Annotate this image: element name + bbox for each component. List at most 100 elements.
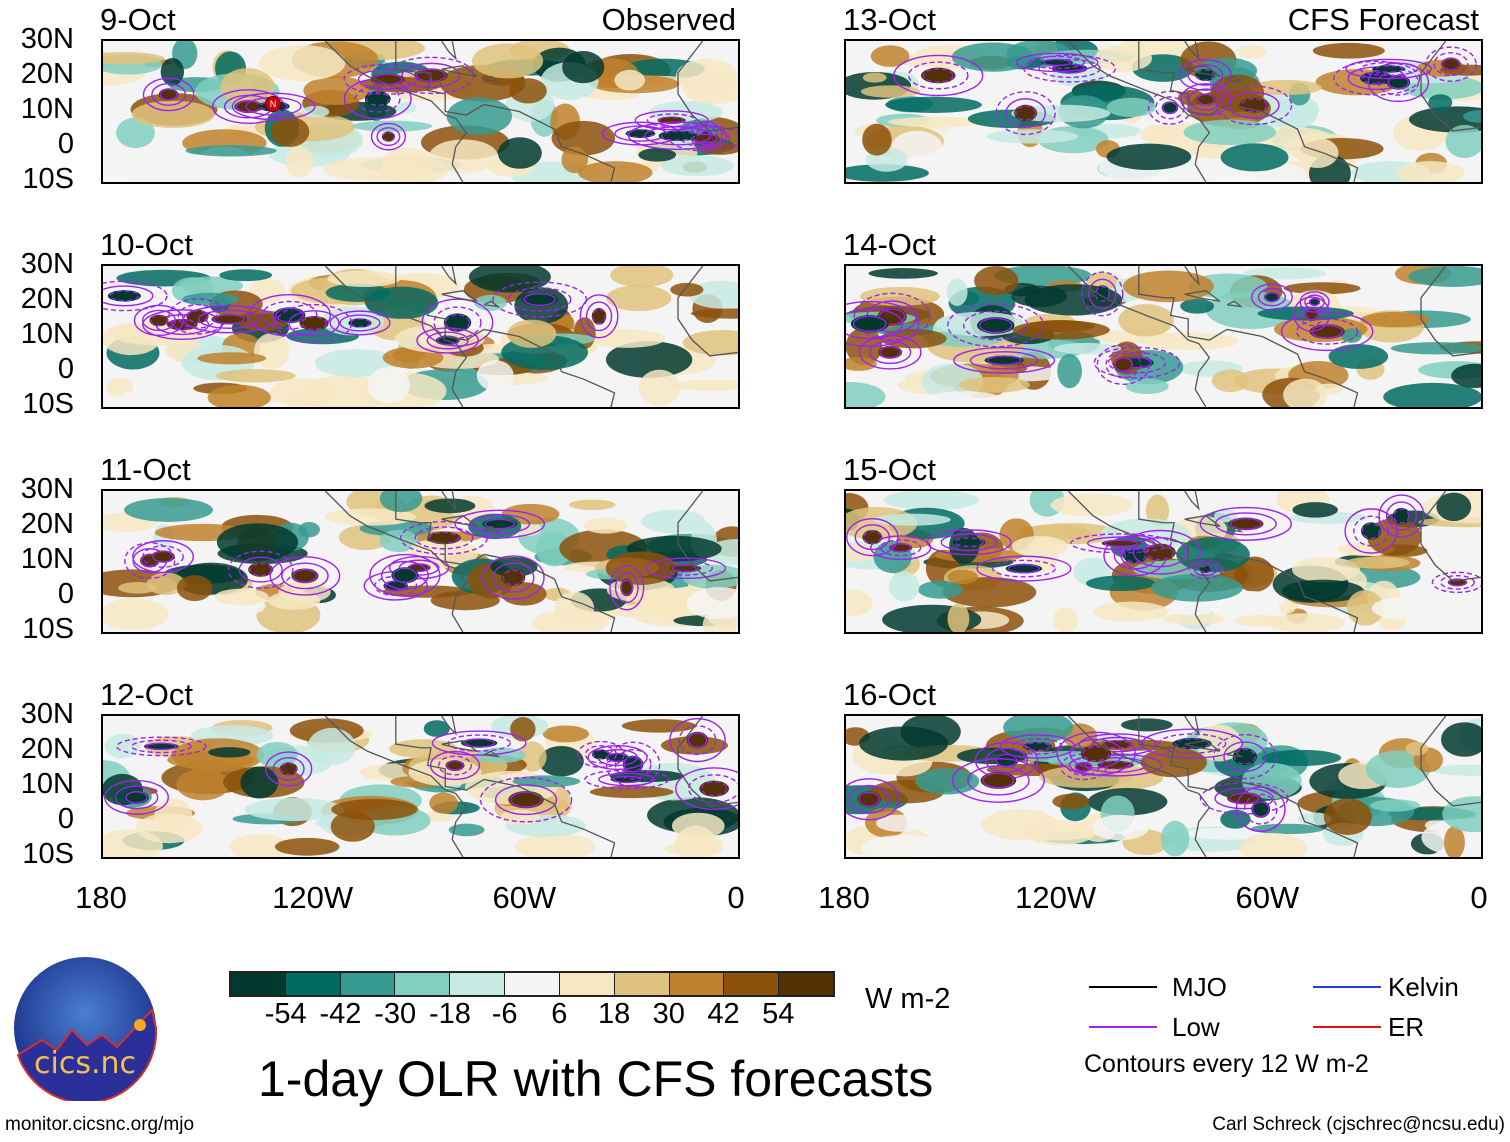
low-contour <box>1005 98 1046 129</box>
olr-anomaly-blob <box>1383 382 1481 407</box>
olr-anomaly-core <box>878 345 903 359</box>
olr-anomaly-blob <box>103 322 161 356</box>
panel-date: 13-Oct <box>843 2 937 37</box>
olr-anomaly-core <box>381 131 395 142</box>
low-contour <box>431 730 527 756</box>
olr-anomaly-blob <box>509 78 547 104</box>
legend-line-low <box>1089 1026 1157 1028</box>
low-contour <box>846 778 900 821</box>
olr-anomaly-blob <box>1057 353 1082 389</box>
low-contour <box>103 285 154 307</box>
low-contour <box>853 292 931 341</box>
lat-tick: 10N <box>20 93 74 125</box>
map-panel-14-Oct <box>844 264 1483 409</box>
olr-anomaly-core <box>1361 522 1382 540</box>
olr-anomaly-blob <box>254 332 290 370</box>
low-contour <box>592 308 607 325</box>
low-contour <box>187 309 208 323</box>
lat-tick: 10S <box>22 838 74 870</box>
low-contour <box>227 550 294 589</box>
olr-anomaly-blob <box>1106 97 1156 118</box>
olr-anomaly-blob <box>606 284 672 312</box>
olr-anomaly-blob <box>174 616 234 632</box>
olr-anomaly-blob <box>1239 832 1307 857</box>
olr-anomaly-core <box>364 91 391 107</box>
low-contour <box>880 539 922 557</box>
colorbar-swatch <box>779 973 833 995</box>
olr-anomaly-blob <box>476 360 514 391</box>
low-contour <box>433 306 482 339</box>
olr-anomaly-blob <box>1024 820 1096 846</box>
low-contour <box>609 564 645 611</box>
lat-tick: 30N <box>20 248 74 280</box>
olr-anomaly-blob <box>301 105 330 118</box>
low-contour <box>130 739 192 754</box>
olr-anomaly-core <box>1304 307 1319 321</box>
low-contour <box>1119 529 1201 575</box>
olr-anomaly-blob <box>1140 124 1180 145</box>
low-contour <box>247 293 332 337</box>
low-contour <box>1038 58 1101 79</box>
low-contour <box>1393 508 1410 524</box>
olr-anomaly-core <box>850 315 889 333</box>
low-contour <box>953 346 1056 374</box>
colorbar-label: -54 <box>264 998 307 1030</box>
olr-anomaly-blob <box>876 814 923 832</box>
cics-logo: cics.nc <box>14 957 158 1101</box>
olr-anomaly-blob <box>542 725 589 743</box>
olr-anomaly-blob <box>861 834 949 857</box>
low-contour <box>382 131 395 142</box>
colorbar-swatch <box>724 973 780 995</box>
colorbar-label: -42 <box>319 998 362 1030</box>
low-contour <box>438 755 472 776</box>
low-contour <box>159 88 178 101</box>
low-contour <box>1075 761 1092 772</box>
olr-anomaly-blob <box>1151 573 1243 602</box>
olr-anomaly-core <box>248 562 274 577</box>
olr-anomaly-blob <box>1043 168 1091 180</box>
colorbar-swatch <box>559 973 615 995</box>
olr-anomaly-blob <box>1315 383 1344 395</box>
olr-anomaly-core <box>984 355 1024 366</box>
olr-anomaly-blob <box>958 376 1030 393</box>
olr-anomaly-core <box>1005 563 1043 574</box>
olr-anomaly-blob <box>1106 143 1192 171</box>
olr-anomaly-blob <box>424 498 476 514</box>
olr-anomaly-blob <box>103 598 169 630</box>
low-contour <box>1141 728 1244 759</box>
olr-anomaly-blob <box>1281 579 1364 603</box>
low-contour <box>133 304 185 337</box>
olr-anomaly-blob <box>274 837 340 856</box>
low-contour <box>1007 563 1041 574</box>
low-contour <box>986 355 1022 366</box>
olr-anomaly-blob <box>444 835 539 855</box>
low-contour <box>1188 88 1224 111</box>
olr-anomaly-blob <box>1181 389 1207 403</box>
low-contour <box>132 540 194 574</box>
footer-url[interactable]: monitor.cicsnc.org/mjo <box>5 1114 195 1135</box>
olr-anomaly-blob <box>605 341 693 378</box>
low-contour <box>940 533 998 552</box>
low-contour <box>1103 539 1139 548</box>
olr-anomaly-blob <box>1092 601 1169 622</box>
olr-anomaly-blob <box>1292 502 1338 518</box>
low-contour <box>151 83 187 106</box>
olr-anomaly-core <box>920 67 956 84</box>
colorbar-label: 42 <box>707 998 740 1030</box>
olr-anomaly-blob <box>589 329 666 348</box>
coastline <box>1420 41 1481 132</box>
low-contour <box>1378 494 1425 538</box>
low-contour <box>1373 65 1404 73</box>
low-contour <box>1223 741 1267 772</box>
olr-anomaly-blob <box>1163 612 1226 626</box>
low-contour <box>104 779 169 815</box>
low-contour <box>1199 565 1212 574</box>
coastline <box>1226 750 1244 758</box>
olr-anomaly-blob <box>103 829 163 857</box>
low-contour <box>658 560 713 576</box>
olr-anomaly-blob <box>947 603 970 632</box>
olr-anomaly-blob <box>859 286 941 306</box>
low-contour <box>502 569 525 586</box>
low-contour <box>858 334 922 370</box>
olr-anomaly-blob <box>176 575 213 602</box>
